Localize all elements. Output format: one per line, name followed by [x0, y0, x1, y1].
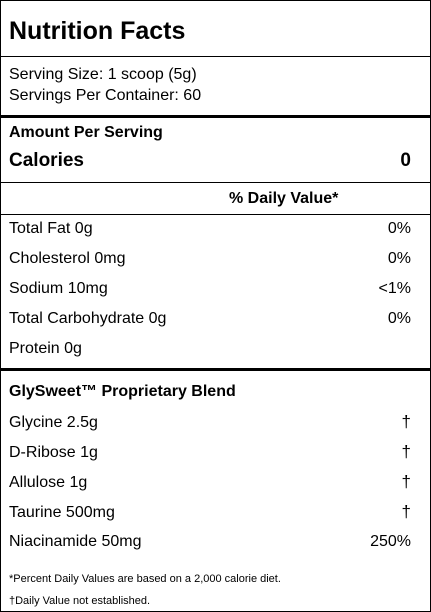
daily-value-divider [1, 214, 430, 215]
serving-size: Serving Size: 1 scoop (5g) [9, 66, 197, 83]
calories-value: 0 [400, 150, 411, 171]
daily-value-heading: % Daily Value* [229, 190, 339, 207]
ingredient-dv: † [401, 502, 411, 521]
ingredient-dv: † [401, 472, 411, 491]
nutrient-row: Total Carbohydrate 0g 0% [9, 309, 411, 329]
ingredient-name: D-Ribose 1g [9, 444, 98, 461]
ingredient-name: Taurine 500mg [9, 504, 115, 521]
nutrient-name: Total Fat 0g [9, 220, 93, 237]
nutrient-dv: 0% [387, 310, 411, 327]
nutrient-dv: <1% [378, 280, 411, 297]
nutrient-row: Cholesterol 0mg 0% [9, 249, 411, 269]
calories-row: Calories 0 [9, 149, 411, 173]
amount-per-serving: Amount Per Serving [9, 124, 163, 141]
ingredient-row: Niacinamide 50mg 250% [9, 532, 411, 552]
blend-heading: GlySweet™ Proprietary Blend [9, 383, 236, 400]
footnote-daily-values: *Percent Daily Values are based on a 2,0… [9, 573, 281, 585]
nutrient-row: Protein 0g [9, 339, 411, 359]
nutrient-dv: 0% [387, 220, 411, 237]
title-divider [1, 56, 430, 57]
ingredient-dv: † [401, 442, 411, 461]
nutrient-name: Cholesterol 0mg [9, 250, 126, 267]
ingredient-dv: 250% [370, 533, 411, 550]
nutrient-row: Sodium 10mg <1% [9, 279, 411, 299]
ingredient-row: Allulose 1g † [9, 472, 411, 493]
label-title: Nutrition Facts [9, 17, 186, 45]
nutrient-row: Total Fat 0g 0% [9, 219, 411, 239]
nutrient-dv: 0% [387, 250, 411, 267]
blend-divider [1, 368, 430, 371]
servings-per-container: Servings Per Container: 60 [9, 87, 202, 104]
calories-divider [1, 182, 430, 183]
calories-label: Calories [9, 150, 84, 171]
ingredient-row: D-Ribose 1g † [9, 442, 411, 463]
nutrient-name: Sodium 10mg [9, 280, 108, 297]
nutrient-name: Protein 0g [9, 340, 82, 357]
ingredient-dv: † [401, 412, 411, 431]
footnote-not-established: †Daily Value not established. [9, 595, 151, 607]
serving-divider [1, 115, 430, 118]
ingredient-name: Glycine 2.5g [9, 414, 98, 431]
ingredient-row: Taurine 500mg † [9, 502, 411, 523]
ingredient-name: Allulose 1g [9, 474, 88, 491]
ingredient-row: Glycine 2.5g † [9, 412, 411, 433]
ingredient-name: Niacinamide 50mg [9, 533, 142, 550]
nutrient-name: Total Carbohydrate 0g [9, 310, 167, 327]
